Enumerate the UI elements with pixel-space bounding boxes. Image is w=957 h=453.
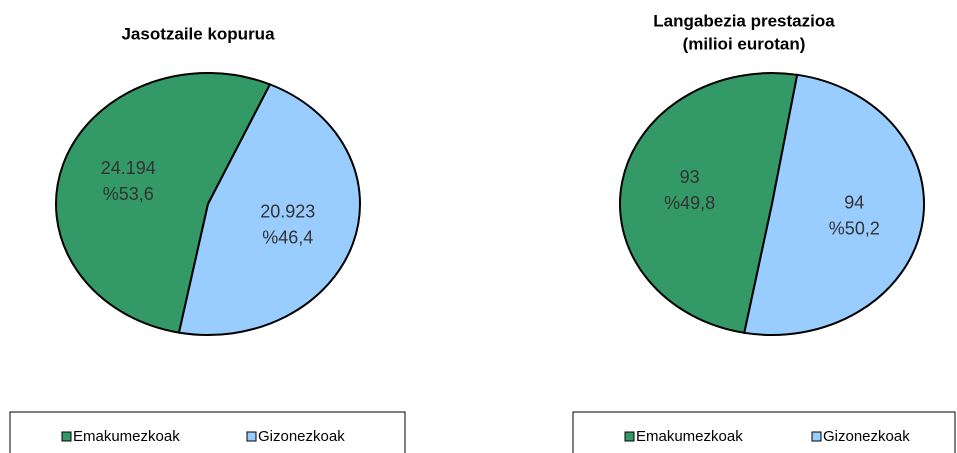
legend-swatch [811,431,822,442]
legend-swatch [624,431,635,442]
chart-title: Langabezia prestazioa [653,11,835,30]
legend-label: Gizonezkoak [823,428,910,445]
pie-slice [743,73,926,336]
percent-label: %46,4 [262,227,313,247]
pie-slice [55,72,272,334]
legend-box [572,411,956,453]
legend-swatch [246,431,257,442]
value-label: 93 [680,167,700,187]
pie-slice [177,83,361,336]
percent-label: %50,2 [829,218,880,238]
legend-label: Gizonezkoak [258,428,345,445]
value-label: 20.923 [260,201,315,221]
pie-slice [619,72,799,334]
chart-title: (milioi eurotan) [683,34,806,53]
legend-box [9,411,406,453]
legend-label: Emakumezkoak [636,428,743,445]
percent-label: %49,8 [664,193,715,213]
value-label: 94 [844,192,864,212]
value-label: 24.194 [101,158,156,178]
percent-label: %53,6 [103,184,154,204]
legend-label: Emakumezkoak [73,428,180,445]
legend-swatch [61,431,72,442]
chart-title: Jasotzaile kopurua [121,24,275,43]
